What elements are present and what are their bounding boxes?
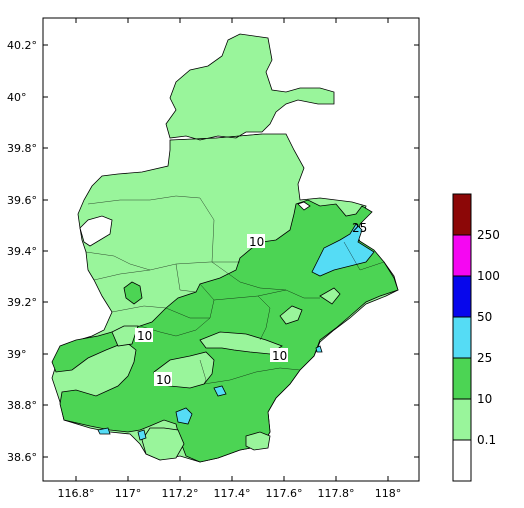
y-tick-label: 38.6°	[7, 451, 37, 464]
legend-swatch-50-100	[452, 275, 472, 318]
svg-text:10: 10	[137, 329, 152, 343]
x-tick-label: 117.6°	[266, 487, 303, 500]
patch-white-n	[297, 201, 311, 211]
contour-label-25: 25	[352, 221, 367, 235]
legend-swatch-25-50	[452, 316, 472, 359]
contour-labels: 10 10 10 10 25	[135, 221, 367, 387]
y-tick-label: 40.2°	[7, 39, 37, 52]
y-tick-label: 39.4°	[7, 245, 37, 258]
pocket-light-green-5	[245, 431, 271, 451]
legend-swatch-100-250	[452, 234, 472, 277]
region-cyan-center	[175, 407, 193, 425]
legend-label: 100	[477, 269, 500, 283]
contour-label-10-a: 10	[247, 234, 265, 249]
legend-label: 10	[477, 392, 492, 406]
district-boundaries	[85, 133, 385, 385]
x-tick-labels: 116.8° 117° 117.2° 117.4° 117.6° 117.8° …	[58, 487, 402, 500]
legend-swatch-10-25	[452, 357, 472, 400]
svg-text:10: 10	[272, 349, 287, 363]
legend-label: 250	[477, 228, 500, 242]
x-tick-label: 117°	[115, 487, 142, 500]
legend-swatch-0-0-1	[452, 439, 472, 482]
y-tick-label: 39.6°	[7, 194, 37, 207]
patch-white-nw	[79, 215, 113, 247]
blob-medium-green-nw	[123, 281, 143, 305]
y-tick-label: 40°	[7, 91, 27, 104]
region-cyan-small-1	[213, 385, 227, 397]
x-tick-label: 117.4°	[214, 487, 251, 500]
y-tick-label: 39.2°	[7, 296, 37, 309]
x-tick-label: 116.8°	[58, 487, 95, 500]
legend-swatch-0-1-10	[452, 398, 472, 441]
svg-text:10: 10	[249, 235, 264, 249]
y-tick-label: 38.8°	[7, 399, 37, 412]
y-tick-label: 39°	[7, 348, 27, 361]
x-axis	[75, 18, 389, 481]
region-cyan-small-3	[97, 427, 111, 435]
x-tick-label: 117.8°	[318, 487, 355, 500]
x-tick-label: 118°	[375, 487, 402, 500]
legend-labels: 250 100 50 25 10 0.1	[477, 228, 500, 447]
legend-swatch-250-plus	[452, 193, 472, 236]
y-tick-label: 39.8°	[7, 142, 37, 155]
svg-text:10: 10	[156, 373, 171, 387]
legend-label: 50	[477, 310, 492, 324]
legend-label: 25	[477, 351, 492, 365]
pocket-light-green-6	[141, 427, 185, 461]
region-cyan-small-2	[137, 429, 147, 441]
region-cyan-small-4	[315, 345, 323, 353]
contour-label-10-d: 10	[154, 372, 172, 387]
svg-text:25: 25	[352, 221, 367, 235]
pocket-light-green-4	[319, 287, 341, 305]
y-tick-labels: 40.2° 40° 39.8° 39.6° 39.4° 39.2° 39° 38…	[7, 39, 37, 464]
pocket-light-green-3	[279, 305, 303, 325]
contour-label-10-b: 10	[135, 328, 153, 343]
y-axis	[43, 44, 419, 458]
x-tick-label: 117.2°	[162, 487, 199, 500]
region-cyan-northeast	[311, 223, 375, 277]
legend-label: 0.1	[477, 433, 496, 447]
contour-label-10-c: 10	[270, 348, 288, 363]
legend-colorbar	[452, 193, 472, 482]
